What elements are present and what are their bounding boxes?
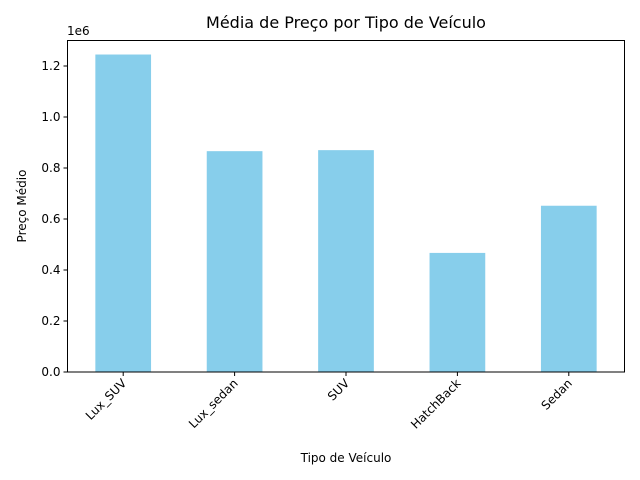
y-axis-ticks: 0.0 0.2 0.4 0.6 0.8 1.0 1.2 xyxy=(41,59,68,379)
bar-hatchback xyxy=(429,252,486,372)
y-tick-label: 0.4 xyxy=(41,263,60,277)
y-tick-label: 0.2 xyxy=(41,314,60,328)
bar-lux-sedan xyxy=(206,151,263,372)
chart-title: Média de Preço por Tipo de Veículo xyxy=(206,13,486,32)
y-tick-label: 0.6 xyxy=(41,212,60,226)
bar-lux-suv xyxy=(95,54,152,373)
y-tick-label: 1.2 xyxy=(41,59,60,73)
bar-sedan xyxy=(540,205,597,372)
y-axis-label: Preço Médio xyxy=(15,170,29,243)
y-tick-label: 0.0 xyxy=(41,365,60,379)
bars-group xyxy=(95,54,597,373)
x-axis-label: Tipo de Veículo xyxy=(300,451,392,465)
y-tick-label: 0.8 xyxy=(41,161,60,175)
y-tick-label: 1.0 xyxy=(41,110,60,124)
y-offset-label: 1e6 xyxy=(67,24,90,38)
bar-suv xyxy=(318,150,374,372)
plot-frame xyxy=(67,40,625,373)
